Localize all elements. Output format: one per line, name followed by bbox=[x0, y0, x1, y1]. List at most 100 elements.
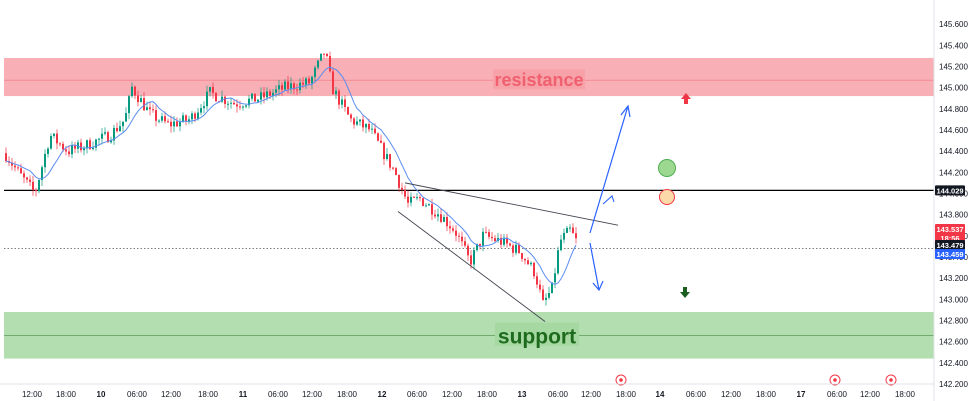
time-tick-label: 14 bbox=[656, 390, 665, 399]
candle-body bbox=[104, 132, 106, 134]
candle-body bbox=[557, 250, 559, 274]
zones-layer bbox=[4, 57, 934, 359]
price-tick-label: 144.200 bbox=[939, 168, 968, 177]
candle-body bbox=[350, 114, 352, 119]
candle-body bbox=[551, 282, 553, 294]
price-badge-text: 143.479 bbox=[936, 241, 963, 250]
resistance-label: resistance bbox=[494, 70, 583, 90]
price-badge-text: 143.459 bbox=[936, 250, 963, 259]
candle-body bbox=[512, 245, 514, 253]
candle-body bbox=[14, 165, 16, 168]
candle-body bbox=[491, 236, 493, 239]
candle-body bbox=[23, 173, 25, 178]
price-tick-label: 142.400 bbox=[939, 359, 968, 368]
candle-body bbox=[308, 78, 310, 84]
candle-body bbox=[500, 237, 502, 245]
candle-body bbox=[341, 99, 343, 105]
candle-body bbox=[542, 289, 544, 300]
price-tick-label: 142.200 bbox=[939, 380, 968, 389]
time-tick-label: 12:00 bbox=[581, 390, 602, 399]
candle-body bbox=[29, 179, 31, 182]
price-badge-text: 18:56 bbox=[940, 234, 959, 243]
candle-body bbox=[416, 197, 418, 199]
resistance-label-bg bbox=[493, 69, 585, 90]
candle-body bbox=[200, 108, 202, 113]
candle-body bbox=[440, 214, 442, 222]
candle-body bbox=[179, 121, 181, 127]
time-tick-label: 18:00 bbox=[56, 390, 77, 399]
candle-body bbox=[146, 107, 148, 111]
candle-body bbox=[224, 96, 226, 104]
candle-body bbox=[35, 189, 37, 192]
candle-body bbox=[569, 227, 571, 229]
time-tick-label: 18:00 bbox=[337, 390, 358, 399]
candle-body bbox=[545, 297, 547, 300]
candle-body bbox=[245, 105, 247, 107]
moving-average-line bbox=[5, 66, 577, 285]
candle-body bbox=[149, 107, 151, 110]
candle-body bbox=[470, 255, 472, 265]
candle-body bbox=[62, 143, 64, 150]
zone-labels-layer: resistance support bbox=[493, 69, 585, 348]
time-tick-label: 17 bbox=[797, 390, 806, 399]
candle-body bbox=[554, 273, 556, 283]
candle-body bbox=[272, 92, 274, 96]
candle-body bbox=[260, 92, 262, 100]
candle-body bbox=[158, 120, 160, 122]
price-tick-label: 144.600 bbox=[939, 126, 968, 135]
time-axis[interactable]: 12:00 18:00 10 06:00 12:00 18:00 11 06:00 12:00 1… bbox=[0, 383, 934, 399]
candle-body bbox=[377, 133, 379, 141]
price-badge-bg bbox=[935, 224, 965, 243]
candle-body bbox=[47, 148, 49, 154]
candle-body bbox=[413, 196, 415, 198]
candle-body bbox=[467, 245, 469, 256]
time-tick-label: 11 bbox=[239, 390, 248, 399]
orange-circle-marker bbox=[659, 189, 675, 205]
candle-body bbox=[461, 236, 463, 242]
candle-body bbox=[71, 145, 73, 155]
candle-body bbox=[125, 113, 127, 122]
price-tick-label: 145.200 bbox=[939, 62, 968, 71]
candle-body bbox=[53, 133, 55, 137]
candle-body bbox=[176, 121, 178, 127]
candle-body bbox=[344, 99, 346, 108]
bullish-arrowhead bbox=[620, 104, 631, 118]
candle-body bbox=[410, 196, 412, 203]
candle-body bbox=[131, 86, 133, 97]
green-down-arrow-icon bbox=[680, 287, 690, 298]
candle-body bbox=[74, 145, 76, 149]
candle-body bbox=[332, 71, 334, 95]
bearish-arrowhead bbox=[592, 280, 604, 292]
price-tick-label: 143.800 bbox=[939, 211, 968, 220]
candle-body bbox=[236, 104, 238, 107]
candle-body bbox=[20, 168, 22, 174]
candle-body bbox=[488, 232, 490, 237]
candle-body bbox=[110, 140, 112, 143]
candle-body bbox=[338, 90, 340, 105]
time-tick-label: 18:00 bbox=[616, 390, 637, 399]
candle-body bbox=[284, 81, 286, 90]
time-tick-label: 12:00 bbox=[442, 390, 463, 399]
time-tick-label: 06:00 bbox=[686, 390, 707, 399]
candle-body bbox=[302, 82, 304, 85]
time-tick-label: 12:00 bbox=[721, 390, 742, 399]
candle-body bbox=[215, 92, 217, 102]
candle-body bbox=[455, 230, 457, 236]
candle-body bbox=[122, 121, 124, 127]
candle-body bbox=[368, 123, 370, 130]
candle-body bbox=[83, 148, 85, 151]
candle-body bbox=[320, 53, 322, 61]
time-tick-label: 12:00 bbox=[161, 390, 182, 399]
price-tick-label: 145.600 bbox=[939, 20, 968, 29]
candle-body bbox=[155, 110, 157, 121]
candle-body bbox=[464, 241, 466, 246]
green-circle-marker bbox=[658, 159, 676, 177]
price-axis[interactable]: 145.600 145.400 145.200 145.000 144.800 144.6… bbox=[933, 0, 968, 401]
candle-body bbox=[365, 123, 367, 128]
candle-body bbox=[86, 140, 88, 149]
price-tick-label: 142.800 bbox=[939, 316, 968, 325]
candle-body bbox=[509, 243, 511, 246]
candle-body bbox=[152, 109, 154, 111]
